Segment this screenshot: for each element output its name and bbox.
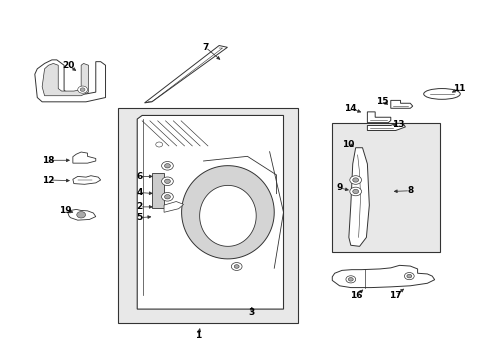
Circle shape bbox=[161, 193, 173, 201]
Polygon shape bbox=[73, 152, 96, 163]
Circle shape bbox=[156, 142, 162, 147]
Text: 10: 10 bbox=[341, 140, 353, 149]
Text: 3: 3 bbox=[248, 308, 254, 317]
Circle shape bbox=[78, 86, 87, 93]
Circle shape bbox=[352, 189, 358, 194]
Polygon shape bbox=[366, 123, 405, 131]
Polygon shape bbox=[390, 100, 412, 108]
Ellipse shape bbox=[423, 89, 459, 99]
Polygon shape bbox=[199, 185, 256, 246]
Circle shape bbox=[164, 195, 170, 199]
Circle shape bbox=[164, 164, 170, 168]
Text: 9: 9 bbox=[336, 183, 342, 192]
Polygon shape bbox=[35, 60, 105, 102]
Text: 8: 8 bbox=[407, 186, 412, 195]
Text: 14: 14 bbox=[344, 104, 356, 113]
Text: 7: 7 bbox=[202, 43, 208, 52]
Polygon shape bbox=[137, 116, 283, 309]
Circle shape bbox=[347, 278, 352, 281]
Circle shape bbox=[77, 212, 85, 218]
Text: 6: 6 bbox=[136, 172, 142, 181]
Circle shape bbox=[349, 187, 361, 196]
Text: 2: 2 bbox=[136, 202, 142, 211]
Circle shape bbox=[352, 178, 358, 182]
Text: 5: 5 bbox=[136, 213, 142, 222]
Text: 18: 18 bbox=[42, 156, 55, 165]
Circle shape bbox=[80, 88, 85, 91]
Circle shape bbox=[161, 177, 173, 186]
Polygon shape bbox=[348, 148, 368, 246]
Polygon shape bbox=[366, 112, 390, 123]
Circle shape bbox=[406, 274, 411, 278]
Polygon shape bbox=[163, 202, 183, 212]
Polygon shape bbox=[331, 265, 434, 288]
Polygon shape bbox=[73, 176, 101, 184]
Circle shape bbox=[345, 276, 355, 283]
Bar bbox=[152, 172, 163, 208]
Circle shape bbox=[349, 176, 361, 184]
Text: 13: 13 bbox=[391, 120, 404, 129]
Bar bbox=[331, 123, 439, 252]
Text: 1: 1 bbox=[195, 332, 201, 341]
Text: 20: 20 bbox=[61, 61, 74, 70]
Text: 19: 19 bbox=[59, 206, 71, 215]
Text: 17: 17 bbox=[388, 291, 401, 300]
Text: 12: 12 bbox=[42, 176, 55, 185]
Text: 4: 4 bbox=[136, 188, 142, 197]
Text: 15: 15 bbox=[375, 96, 387, 105]
Text: 16: 16 bbox=[350, 291, 362, 300]
Polygon shape bbox=[181, 166, 274, 259]
Circle shape bbox=[404, 273, 413, 280]
Polygon shape bbox=[144, 45, 227, 103]
Bar bbox=[118, 108, 298, 323]
Polygon shape bbox=[42, 63, 88, 96]
Polygon shape bbox=[68, 210, 96, 220]
Circle shape bbox=[161, 162, 173, 170]
Text: 11: 11 bbox=[452, 84, 465, 93]
Circle shape bbox=[234, 265, 239, 268]
Circle shape bbox=[164, 179, 170, 184]
Circle shape bbox=[231, 262, 242, 270]
